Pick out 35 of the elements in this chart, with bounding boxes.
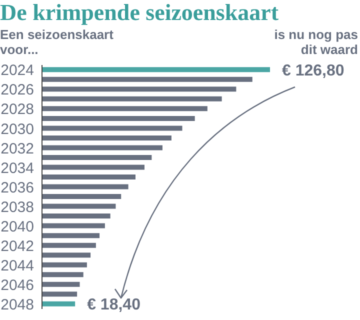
bar (42, 272, 84, 278)
bar (42, 86, 236, 92)
y-tick-label: 2046 (0, 276, 34, 294)
y-tick-label: 2030 (0, 120, 34, 138)
y-tick-label: 2034 (0, 160, 34, 177)
y-tick-label: 2032 (0, 140, 34, 158)
y-tick-label: 2040 (0, 218, 34, 236)
bar (42, 233, 100, 238)
data-label: € 126,80 (282, 62, 344, 80)
text: is nu nog pas dit waard (273, 27, 358, 57)
y-tick-label: 2048 (0, 296, 34, 314)
y-tick-label: 2038 (0, 198, 34, 216)
y-tick-label: 2026 (0, 82, 34, 99)
bar (42, 282, 80, 287)
bar (42, 262, 87, 268)
bar (42, 223, 105, 228)
bar (42, 252, 91, 258)
chart-title: De krimpende seizoenskaart (0, 0, 280, 26)
bar (42, 242, 96, 248)
y-tick-label: 2024 (0, 62, 34, 80)
text: Een seizoenskaart voor... (0, 27, 114, 57)
bar (42, 174, 136, 180)
y-tick-label: 2036 (0, 179, 34, 196)
y-tick-label: 2042 (0, 238, 34, 255)
bar (42, 301, 76, 306)
y-tick-label: 2028 (0, 101, 34, 118)
data-label: € 18,40 (87, 296, 141, 314)
bar (42, 204, 116, 209)
y-tick-label: 2044 (0, 257, 34, 274)
bar (42, 194, 122, 200)
bar (42, 214, 110, 219)
bar (42, 67, 270, 72)
bar (42, 76, 252, 82)
bar (42, 184, 128, 190)
bar (42, 292, 78, 297)
